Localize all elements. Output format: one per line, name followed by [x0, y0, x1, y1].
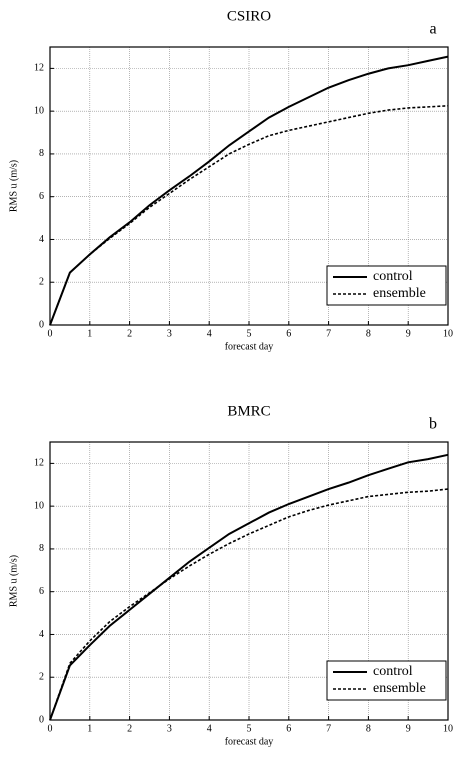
x-tick-label: 0	[48, 723, 53, 734]
x-tick-label: 9	[406, 723, 411, 734]
y-tick-label: 8	[39, 148, 44, 159]
x-tick-label: 6	[286, 723, 291, 734]
y-tick-label: 12	[34, 63, 44, 74]
x-tick-label: 2	[127, 723, 132, 734]
panel-label: a	[429, 21, 436, 38]
x-tick-label: 3	[167, 723, 172, 734]
y-axis-label: RMS u (m/s)	[8, 160, 19, 212]
x-tick-label: 2	[127, 328, 132, 339]
y-tick-label: 0	[39, 714, 44, 725]
legend-box	[326, 660, 447, 701]
series-line	[49, 55, 449, 326]
legend-label: control	[373, 269, 413, 284]
x-tick-label: 7	[326, 328, 331, 339]
series-line	[49, 453, 449, 721]
panel-label: b	[429, 416, 437, 433]
plot-frame	[49, 441, 449, 721]
x-tick-label: 1	[87, 723, 92, 734]
x-tick-label: 7	[326, 723, 331, 734]
x-tick-label: 10	[443, 723, 453, 734]
x-tick-label: 5	[247, 723, 252, 734]
y-tick-label: 8	[39, 543, 44, 554]
series-line	[49, 105, 449, 326]
plot-frame	[49, 46, 449, 326]
x-tick-label: 8	[366, 328, 371, 339]
series-line	[49, 488, 449, 721]
legend-box	[326, 265, 447, 306]
x-axis-label: forecast day	[225, 341, 274, 352]
y-tick-label: 0	[39, 319, 44, 330]
legend-label: ensemble	[373, 286, 426, 301]
y-axis-label: RMS u (m/s)	[8, 555, 19, 607]
y-tick-label: 2	[39, 672, 44, 683]
x-tick-label: 3	[167, 328, 172, 339]
x-tick-label: 5	[247, 328, 252, 339]
x-tick-label: 8	[366, 723, 371, 734]
x-axis-label: forecast day	[225, 736, 274, 747]
x-tick-label: 6	[286, 328, 291, 339]
y-tick-label: 6	[39, 586, 44, 597]
x-tick-label: 9	[406, 328, 411, 339]
y-tick-label: 12	[34, 458, 44, 469]
chart-title: BMRC	[227, 403, 270, 419]
legend-label: control	[373, 664, 413, 679]
x-tick-label: 4	[207, 723, 212, 734]
x-tick-label: 0	[48, 328, 53, 339]
legend-label: ensemble	[373, 681, 426, 696]
chart-title: CSIRO	[227, 8, 271, 24]
y-tick-label: 10	[34, 500, 44, 511]
y-tick-label: 2	[39, 277, 44, 288]
x-tick-label: 10	[443, 328, 453, 339]
y-tick-label: 6	[39, 191, 44, 202]
x-tick-label: 1	[87, 328, 92, 339]
y-tick-label: 4	[39, 629, 44, 640]
y-tick-label: 10	[34, 105, 44, 116]
y-tick-label: 4	[39, 234, 44, 245]
x-tick-label: 4	[207, 328, 212, 339]
